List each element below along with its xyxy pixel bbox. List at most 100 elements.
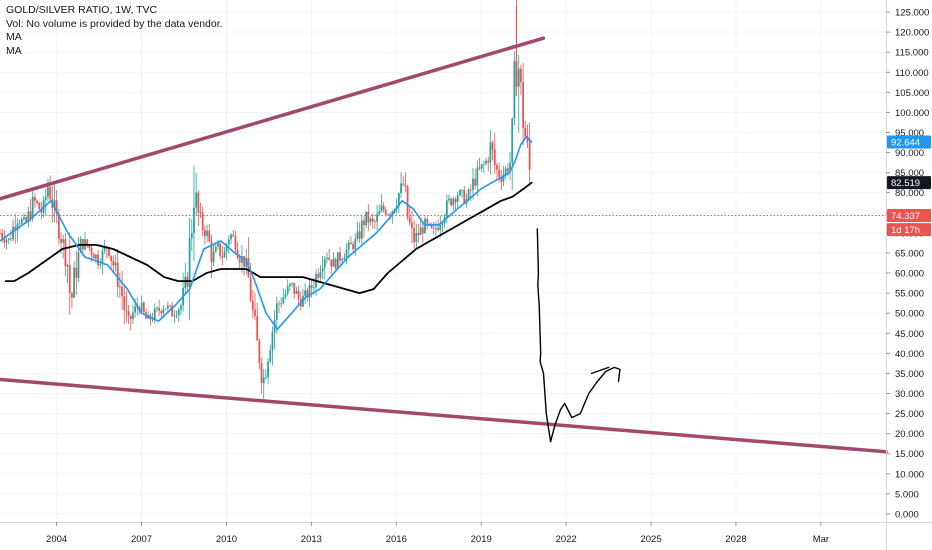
candle-body (489, 142, 492, 163)
candle-body (227, 239, 230, 245)
chart-legend: GOLD/SILVER RATIO, 1W, TVC Vol: No volum… (6, 4, 223, 58)
candle-body (415, 232, 418, 243)
y-tick-label: 80.000 (895, 188, 924, 199)
candle-body (306, 290, 309, 298)
candle-body (278, 303, 280, 305)
candle-body (286, 286, 289, 294)
candle-body (480, 164, 483, 169)
candle-body (18, 223, 21, 225)
candle-body (378, 211, 381, 215)
x-tick-label: 2016 (386, 534, 407, 545)
candle-body (103, 246, 106, 251)
candle-body (435, 228, 437, 229)
candle-body (129, 315, 132, 320)
candle-body (262, 377, 265, 384)
candle-body (169, 305, 171, 307)
candle-body (312, 287, 315, 289)
y-tick-label: 50.000 (895, 309, 924, 320)
candle-body (77, 252, 80, 278)
candle-body (53, 200, 56, 209)
candle-body (55, 200, 58, 215)
hand-drawn-projection (536, 228, 621, 443)
candle-body (64, 239, 67, 267)
candle-body (408, 217, 411, 223)
x-tick-label: 2013 (301, 534, 322, 545)
candle-body (467, 189, 470, 200)
candle-body (365, 211, 368, 226)
candle-body (384, 209, 387, 215)
candle-body (520, 68, 522, 83)
candle-body (92, 254, 95, 259)
candle-body (49, 186, 52, 200)
lower-trendline (0, 377, 888, 454)
candle-body (513, 61, 516, 119)
y-tick-label: 105.000 (895, 88, 929, 99)
candle-body (36, 200, 38, 203)
candle-body (140, 302, 143, 312)
candle-body (90, 247, 93, 255)
candle-body (271, 332, 274, 351)
candle-body (367, 211, 370, 223)
candle-body (482, 163, 485, 165)
candle-body (487, 160, 490, 163)
candle-body (68, 264, 71, 294)
candle-body (71, 293, 73, 298)
candle-body (334, 258, 337, 269)
y-tick-label: 40.000 (895, 349, 924, 360)
candle-body (297, 290, 300, 299)
candle-body (260, 363, 263, 384)
legend-ma-fast[interactable]: MA (6, 31, 22, 43)
candle-body (354, 238, 357, 250)
candle-body (421, 227, 424, 234)
candle-body (330, 259, 333, 267)
candle-body (112, 260, 115, 266)
candle-body (101, 250, 104, 265)
y-tick-label: 125.000 (895, 8, 929, 19)
candle-body (114, 262, 117, 266)
candle-body (258, 340, 261, 364)
candle-body (317, 274, 320, 278)
candle-body (12, 226, 14, 240)
y-tick-label: 85.000 (895, 168, 924, 179)
legend-title[interactable]: GOLD/SILVER RATIO, 1W, TVC (6, 4, 158, 16)
hand-drawn-stroke (590, 366, 610, 375)
candle-body (387, 214, 389, 216)
candle-body (42, 199, 45, 213)
candle-body (382, 205, 385, 210)
candle-body (16, 223, 19, 231)
candle-body (31, 196, 34, 219)
candle-body (426, 218, 429, 224)
candle-body (88, 245, 91, 248)
candle-body (23, 217, 25, 220)
candle-body (249, 277, 252, 301)
candle-body (132, 312, 134, 320)
candle-body (44, 196, 47, 200)
candle-body (347, 242, 350, 250)
candle-body (184, 276, 187, 289)
candle-body (221, 255, 224, 258)
candle-body (339, 252, 341, 261)
legend-ma-slow[interactable]: MA (6, 44, 22, 57)
candle-body (7, 238, 10, 241)
candle-body (295, 290, 298, 294)
candle-body (66, 264, 69, 267)
candle-body (86, 239, 89, 246)
y-tick-label: 95.000 (895, 128, 924, 139)
candle-body (75, 267, 78, 278)
candle-body (175, 315, 178, 317)
candle-body (380, 205, 383, 212)
candle-body (328, 257, 331, 260)
candle-body (430, 223, 433, 228)
candle-body (502, 174, 505, 182)
candle-body (461, 189, 463, 191)
y-tick-label: 15.000 (895, 449, 924, 460)
candle-body (57, 214, 60, 239)
candle-body (27, 211, 30, 223)
x-tick-label: 2010 (216, 534, 237, 545)
y-tick-label: 55.000 (895, 289, 924, 300)
candle-body (282, 297, 285, 304)
candle-body (60, 238, 62, 243)
candle-body (199, 212, 202, 214)
price-badge-label: 92.644 (891, 137, 920, 148)
